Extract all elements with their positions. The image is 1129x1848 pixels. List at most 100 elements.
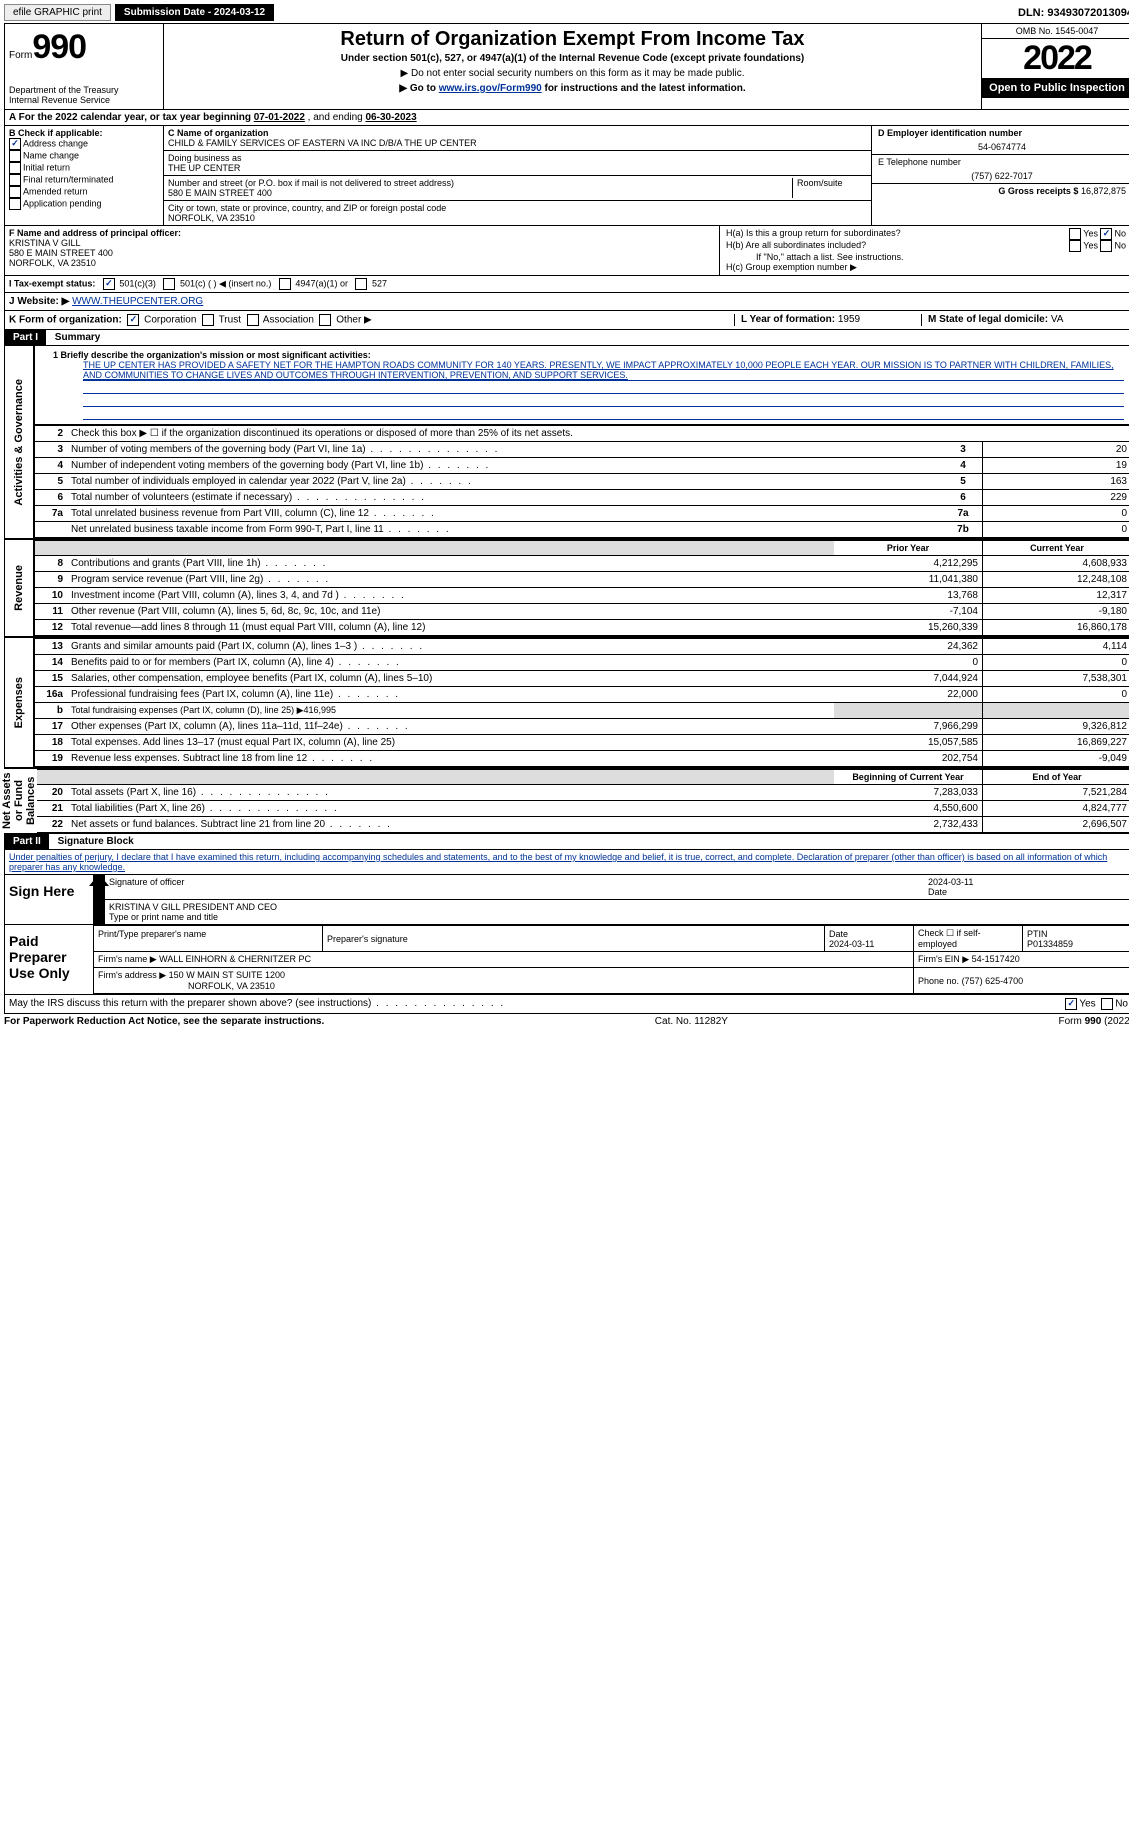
chk-501c3[interactable]: [103, 278, 115, 290]
f-officer: F Name and address of principal officer:…: [5, 226, 720, 275]
header-right: OMB No. 1545-0047 2022 Open to Public In…: [981, 24, 1129, 109]
paid-preparer-row: Paid Preparer Use Only Print/Type prepar…: [5, 925, 1129, 995]
governance-section: Activities & Governance 1 Briefly descri…: [5, 346, 1129, 538]
discuss-no-check[interactable]: [1101, 998, 1113, 1010]
k-label: K Form of organization:: [9, 315, 122, 326]
rev-row-8: 8Contributions and grants (Part VIII, li…: [35, 556, 1129, 572]
submission-date-button[interactable]: Submission Date - 2024-03-12: [115, 4, 274, 21]
opt-527: 527: [372, 278, 387, 288]
column-c: C Name of organization CHILD & FAMILY SE…: [164, 126, 871, 225]
exp-row-17: 17Other expenses (Part IX, column (A), l…: [35, 719, 1129, 735]
sign-here-label: Sign Here: [5, 875, 93, 924]
chk-association[interactable]: [247, 314, 259, 326]
hb-label: H(b) Are all subordinates included?: [726, 240, 866, 252]
part2-title: Signature Block: [58, 836, 134, 847]
chk-application-pending[interactable]: Application pending: [9, 198, 159, 210]
footer-left: For Paperwork Reduction Act Notice, see …: [4, 1016, 324, 1027]
street-label: Number and street (or P.O. box if mail i…: [168, 178, 788, 188]
street-value: 580 E MAIN STREET 400: [168, 188, 788, 198]
opt-501c3: 501(c)(3): [119, 278, 156, 288]
chk-4947[interactable]: [279, 278, 291, 290]
chk-501c[interactable]: [163, 278, 175, 290]
officer-addr1: 580 E MAIN STREET 400: [9, 248, 715, 258]
declaration-text: Under penalties of perjury, I declare th…: [5, 850, 1129, 875]
row-a-label: A For the 2022 calendar year, or tax yea…: [9, 112, 254, 123]
ein-value: 54-0674774: [878, 142, 1126, 152]
tab-expenses: Expenses: [5, 638, 35, 767]
discuss-yes-check[interactable]: [1065, 998, 1077, 1010]
mission-lead: 1 Briefly describe the organization's mi…: [53, 350, 1124, 360]
exp-row-13: 13Grants and similar amounts paid (Part …: [35, 639, 1129, 655]
exp-row-16a: 16aProfessional fundraising fees (Part I…: [35, 687, 1129, 703]
form-title: Return of Organization Exempt From Incom…: [168, 28, 977, 51]
officer-addr2: NORFOLK, VA 23510: [9, 258, 715, 268]
declaration-link[interactable]: Under penalties of perjury, I declare th…: [9, 852, 1107, 872]
chk-address-change[interactable]: Address change: [9, 138, 159, 150]
gross-receipts: 16,872,875: [1081, 186, 1126, 196]
opt-501c: 501(c) ( ) ◀ (insert no.): [180, 278, 271, 288]
chk-corporation[interactable]: [127, 314, 139, 326]
omb-number: OMB No. 1545-0047: [982, 24, 1129, 39]
row-j: J Website: ▶ WWW.THEUPCENTER.ORG: [5, 293, 1129, 311]
chk-initial-return[interactable]: Initial return: [9, 162, 159, 174]
arrow-icon: [93, 875, 105, 924]
header-middle: Return of Organization Exempt From Incom…: [164, 24, 981, 109]
chk-trust[interactable]: [202, 314, 214, 326]
tax-year: 2022: [982, 39, 1129, 78]
chk-527[interactable]: [355, 278, 367, 290]
net-row-22: 22Net assets or fund balances. Subtract …: [35, 817, 1129, 833]
chk-final-return[interactable]: Final return/terminated: [9, 174, 159, 186]
form-word: Form: [9, 50, 32, 61]
chk-amended-return[interactable]: Amended return: [9, 186, 159, 198]
city-label: City or town, state or province, country…: [168, 203, 867, 213]
sig-date-value: 2024-03-11: [928, 877, 1128, 887]
sig-officer-label: Signature of officer: [109, 877, 928, 897]
tab-revenue: Revenue: [5, 540, 35, 636]
rev-row-10: 10Investment income (Part VIII, column (…: [35, 588, 1129, 604]
mission-block: 1 Briefly describe the organization's mi…: [35, 346, 1129, 425]
sig-date-label: Date: [928, 887, 1128, 897]
city-value: NORFOLK, VA 23510: [168, 213, 867, 223]
exp-row-18: 18Total expenses. Add lines 13–17 (must …: [35, 735, 1129, 751]
print-name-label: Type or print name and title: [109, 912, 277, 922]
chk-other[interactable]: [319, 314, 331, 326]
header-left: Form990 Department of the Treasury Inter…: [5, 24, 164, 109]
sign-here-row: Sign Here Signature of officer 2024-03-1…: [5, 875, 1129, 925]
l-label: L Year of formation:: [741, 314, 835, 325]
efile-button[interactable]: efile GRAPHIC print: [4, 4, 111, 21]
revenue-section: Revenue Prior YearCurrent Year 8Contribu…: [5, 538, 1129, 636]
website-link[interactable]: WWW.THEUPCENTER.ORG: [72, 296, 203, 307]
mission-blank3: [83, 407, 1124, 420]
prep-selfemp-cell: Check ☐ if self-employed: [914, 926, 1023, 952]
revenue-table: Prior YearCurrent Year 8Contributions an…: [35, 540, 1129, 636]
c-name-label: C Name of organization: [168, 128, 867, 138]
firm-phone-cell: Phone no. (757) 625-4700: [914, 968, 1129, 994]
i-label: I Tax-exempt status:: [9, 278, 95, 288]
net-row-20: 20Total assets (Part X, line 16)7,283,03…: [35, 785, 1129, 801]
chk-name-change[interactable]: Name change: [9, 150, 159, 162]
part1-title: Summary: [55, 332, 101, 343]
footer-form: Form 990 (2022): [1059, 1016, 1129, 1027]
dept-label: Department of the Treasury Internal Reve…: [9, 85, 159, 105]
exp-row-16b: bTotal fundraising expenses (Part IX, co…: [35, 703, 1129, 719]
discuss-row: May the IRS discuss this return with the…: [5, 995, 1129, 1013]
row-k-l-m: K Form of organization: Corporation Trus…: [5, 311, 1129, 330]
f-label: F Name and address of principal officer:: [9, 228, 715, 238]
column-b: B Check if applicable: Address change Na…: [5, 126, 164, 225]
rev-row-11: 11Other revenue (Part VIII, column (A), …: [35, 604, 1129, 620]
mission-text[interactable]: THE UP CENTER HAS PROVIDED A SAFETY NET …: [83, 360, 1124, 381]
expenses-table: 13Grants and similar amounts paid (Part …: [35, 638, 1129, 767]
irs-link[interactable]: www.irs.gov/Form990: [439, 83, 542, 94]
form-container: Form990 Department of the Treasury Inter…: [4, 23, 1129, 1014]
exp-row-14: 14Benefits paid to or for members (Part …: [35, 655, 1129, 671]
gov-row-2: 2Check this box ▶ ☐ if the organization …: [35, 426, 1129, 442]
preparer-table: Print/Type preparer's name Preparer's si…: [93, 925, 1129, 994]
room-suite-label: Room/suite: [793, 178, 867, 198]
org-name: CHILD & FAMILY SERVICES OF EASTERN VA IN…: [168, 138, 867, 148]
row-a-tax-year: A For the 2022 calendar year, or tax yea…: [5, 110, 1129, 126]
year-begin: 07-01-2022: [254, 112, 305, 123]
gov-row-7b: Net unrelated business taxable income fr…: [35, 522, 1129, 538]
ha-answer: Yes No: [1069, 228, 1126, 240]
g-receipts-label: G Gross receipts $: [998, 186, 1078, 196]
part1-badge: Part I: [5, 330, 46, 345]
